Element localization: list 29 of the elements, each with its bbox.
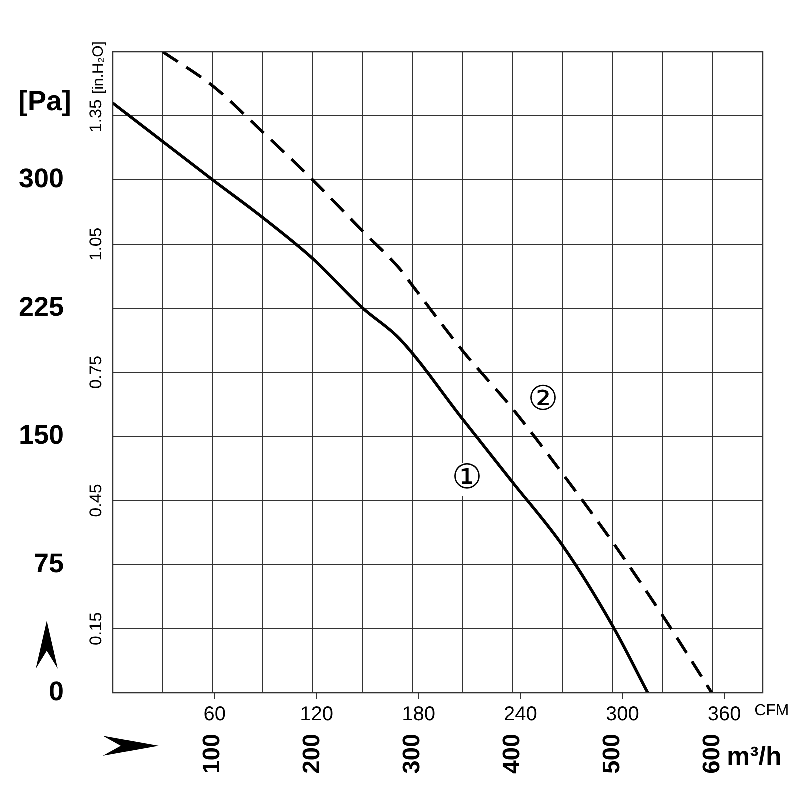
x-tick-label: 200: [298, 734, 326, 774]
y-tick-label: 300: [18, 164, 64, 194]
x2-tick-label: 300: [606, 704, 640, 726]
x-tick-label: 400: [498, 734, 526, 774]
x2-tick-label: 180: [402, 704, 436, 726]
x2-tick-label: 120: [300, 704, 334, 726]
line-series: [113, 102, 650, 693]
x-axis-title: m³/h: [727, 741, 782, 772]
x-tick-label: 100: [198, 734, 226, 774]
y-tick-label: 0: [48, 676, 64, 706]
x-tick-label: 300: [398, 734, 426, 774]
x2-axis-title: CFM: [754, 702, 790, 720]
y2-tick-label: 0.75: [86, 356, 106, 390]
y2-tick-label: 0.15: [86, 612, 106, 646]
y-tick-label: 225: [18, 292, 64, 322]
series-label: ②: [528, 379, 558, 420]
x2-tick-label: 60: [204, 704, 226, 726]
x-tick-label: 500: [598, 734, 626, 774]
x2-tick-label: 240: [504, 704, 538, 726]
x2-tick-label: 360: [708, 704, 742, 726]
y-tick-label: 75: [34, 548, 64, 578]
y-tick-label: 150: [18, 420, 64, 450]
y2-axis-title: [in.H₂O]: [90, 42, 108, 94]
y-axis-title: [Pa]: [18, 86, 72, 117]
y2-tick-label: 1.35: [86, 100, 106, 133]
y2-tick-label: 0.45: [86, 484, 106, 518]
y2-tick-label: 1.05: [86, 228, 106, 261]
series-label: ①: [452, 458, 482, 498]
x-tick-label: 600: [698, 734, 726, 774]
